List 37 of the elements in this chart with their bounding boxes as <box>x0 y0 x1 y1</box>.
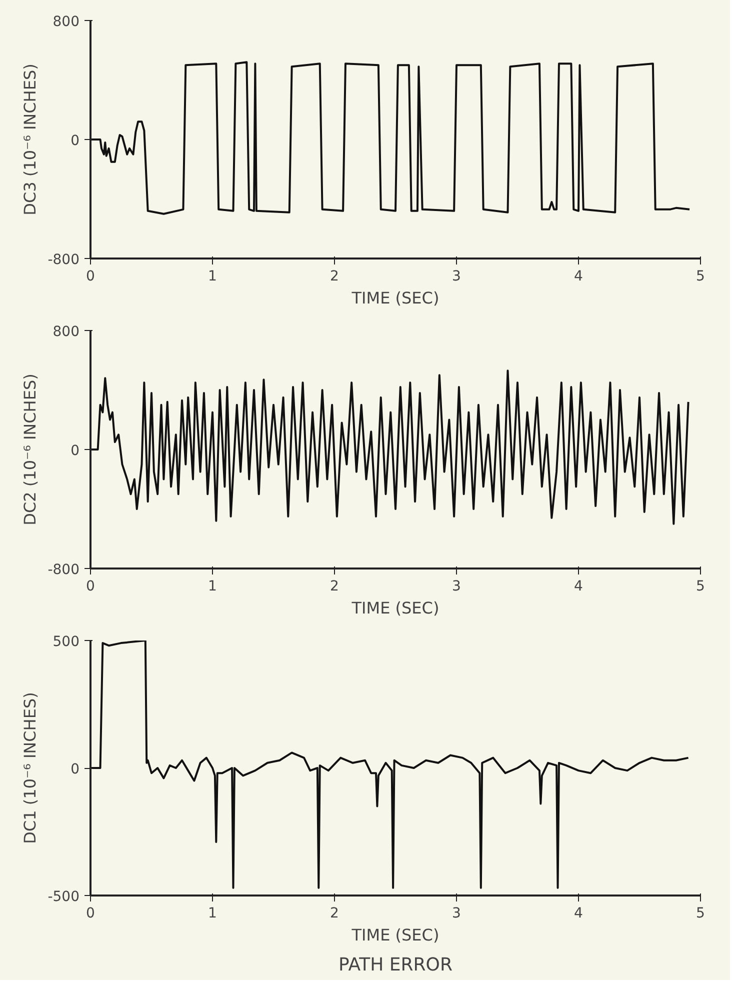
x-axis-title: TIME (SEC) <box>350 598 440 618</box>
y-axis-title: DC1 (10⁻⁶ INCHES) <box>20 692 40 844</box>
x-axis-title: TIME (SEC) <box>350 926 440 944</box>
y-axis-title: DC3 (10⁻⁶ INCHES) <box>20 64 40 216</box>
y-tick-label: -500 <box>48 889 80 905</box>
y-tick-label: 0 <box>70 762 80 778</box>
x-tick-label: 5 <box>696 268 705 284</box>
x-tick-label: 1 <box>208 268 217 284</box>
line-series <box>90 61 691 215</box>
y-tick-label: -800 <box>48 562 80 578</box>
x-tick-label: 3 <box>452 906 461 922</box>
y-tick-label: 500 <box>52 634 80 650</box>
x-tick-label: 1 <box>208 578 217 594</box>
x-tick-label: 5 <box>696 578 705 594</box>
x-tick-label: 2 <box>330 906 339 922</box>
y-tick-label: 0 <box>70 133 80 149</box>
x-tick-label: 4 <box>574 268 584 284</box>
y-tick-label: 800 <box>52 14 80 30</box>
x-axis-title: TIME (SEC) <box>350 288 440 308</box>
x-tick-label: 1 <box>208 906 217 922</box>
x-tick-label: 5 <box>696 906 705 922</box>
x-tick-label: 0 <box>86 906 95 922</box>
x-tick-label: 2 <box>330 578 339 594</box>
x-tick-label: 0 <box>86 578 95 594</box>
y-tick-label: 800 <box>52 324 80 340</box>
y-axis-title: DC2 (10⁻⁶ INCHES) <box>20 374 40 526</box>
x-tick-label: 3 <box>452 268 461 284</box>
line-series <box>90 370 690 525</box>
x-tick-label: 4 <box>574 906 584 922</box>
x-tick-label: 3 <box>452 578 461 594</box>
text: PATH ERROR <box>338 954 452 976</box>
x-tick-label: 2 <box>330 268 339 284</box>
x-tick-label: 4 <box>574 578 584 594</box>
y-tick-label: 0 <box>70 443 80 459</box>
line-series <box>90 640 690 889</box>
y-tick-label: -800 <box>48 252 80 268</box>
x-tick-label: 0 <box>86 268 95 284</box>
